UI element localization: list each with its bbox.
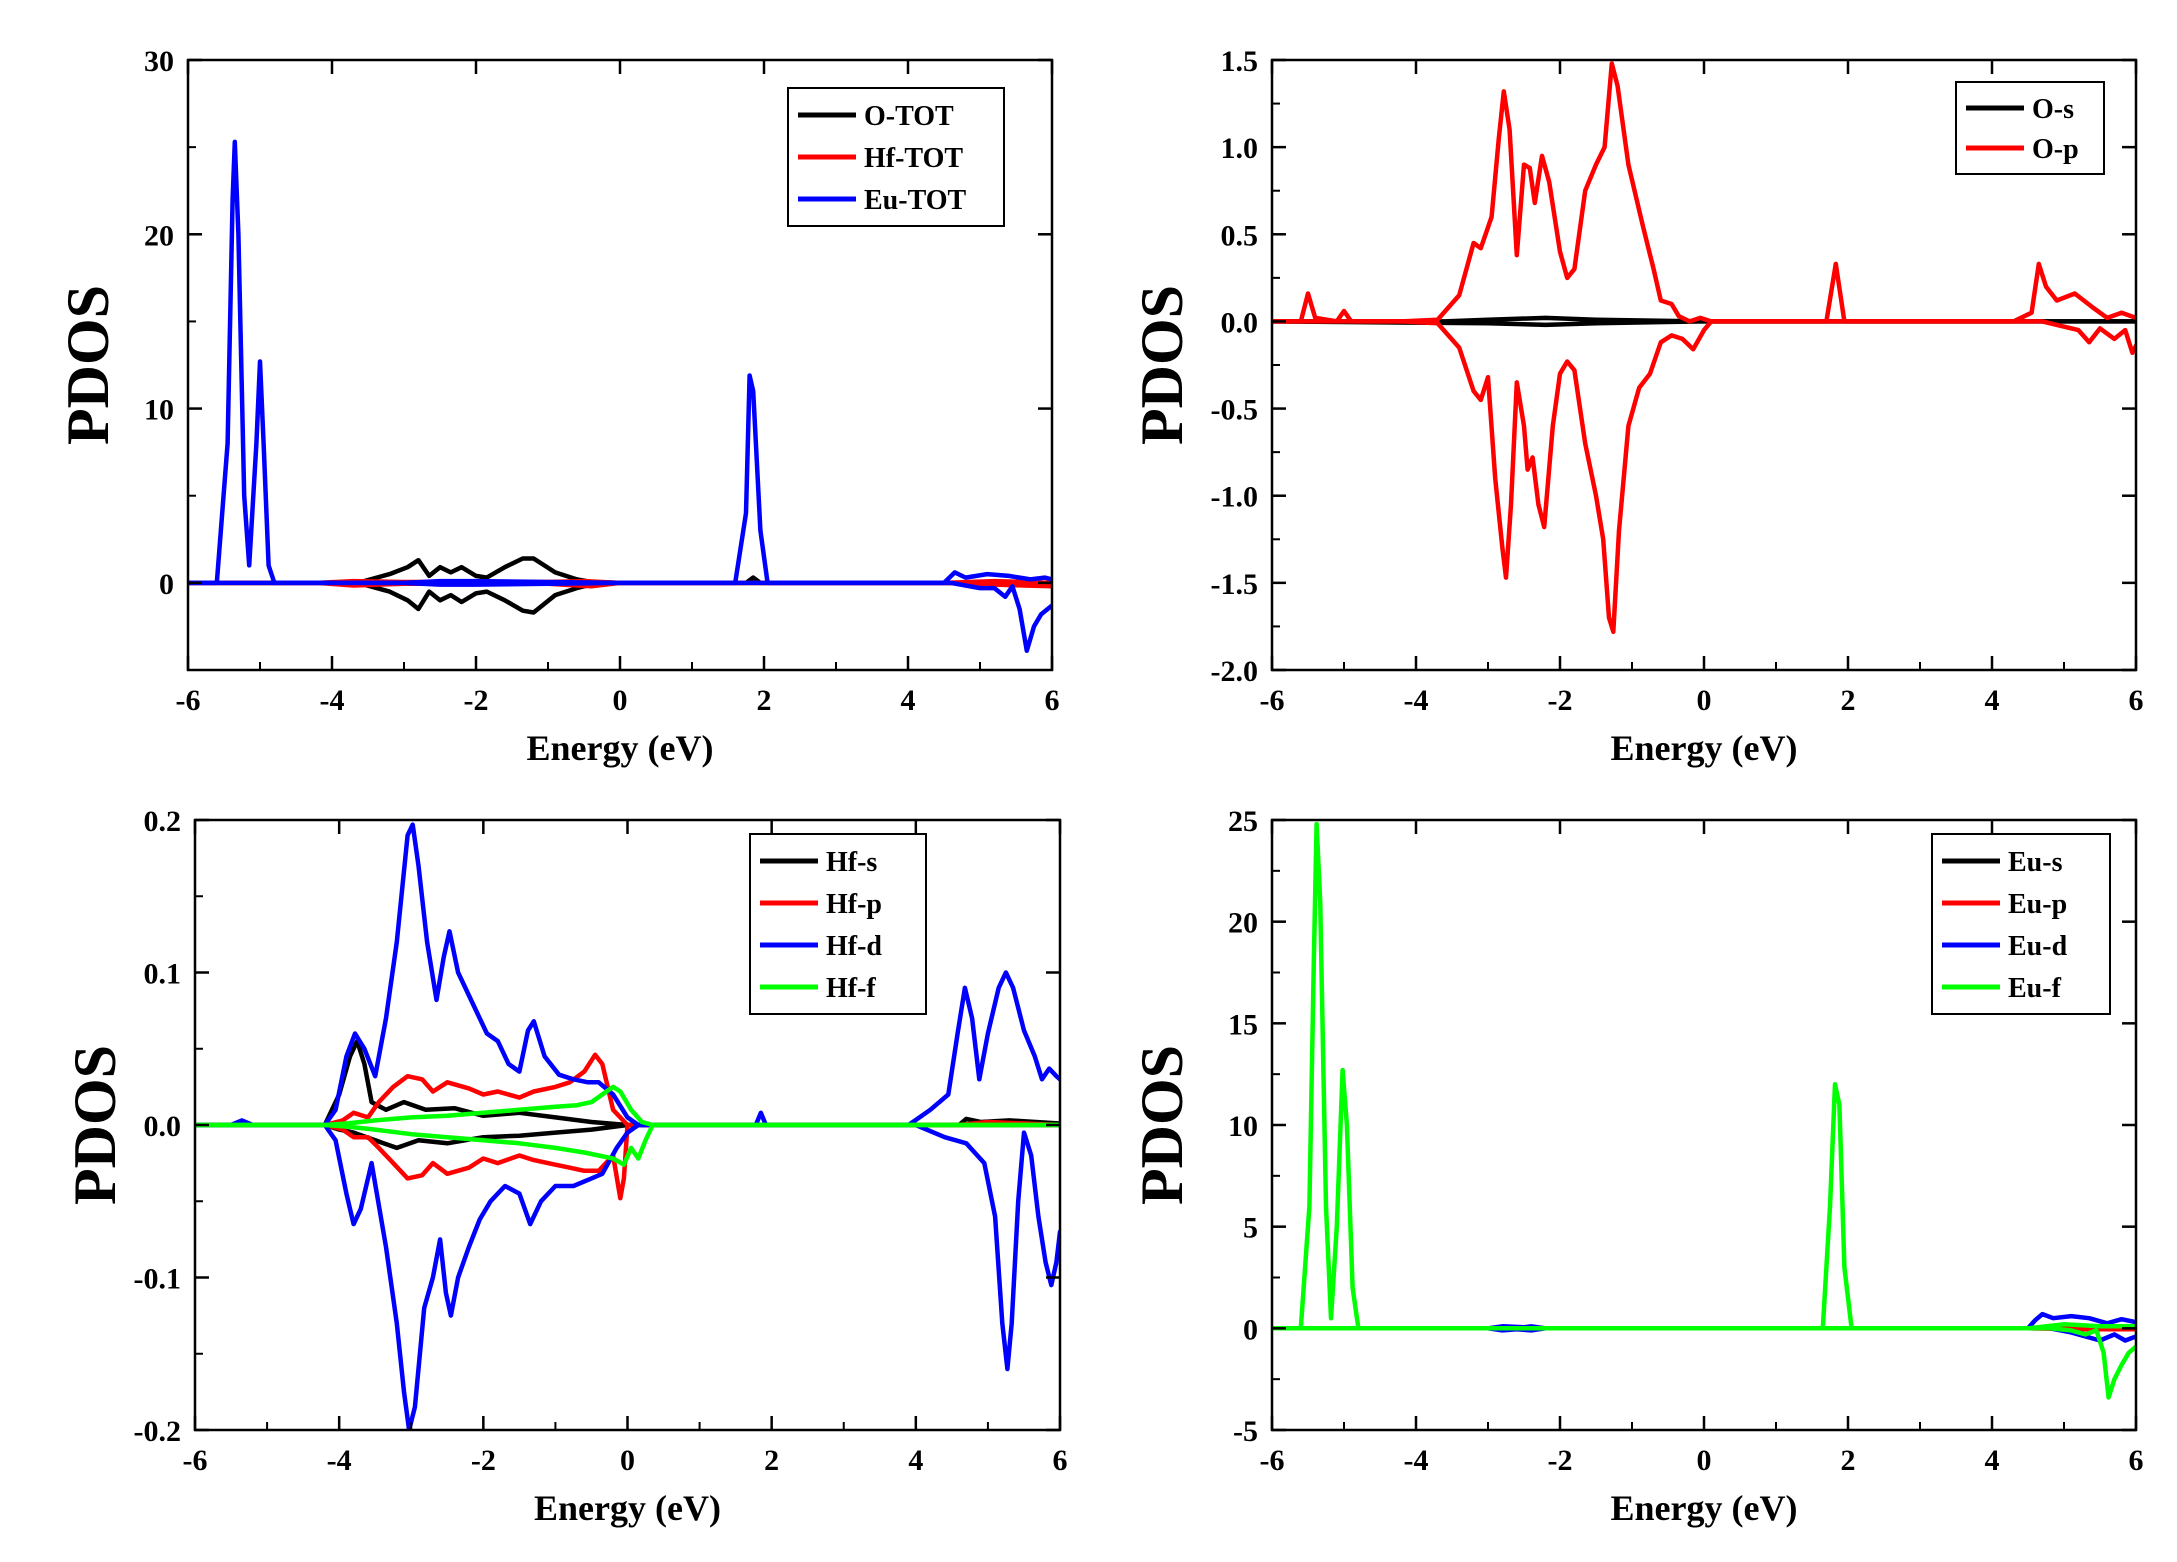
y-tick-label: 0 xyxy=(159,568,174,601)
y-axis-title: PDOS xyxy=(55,285,121,445)
y-tick-label: -1.0 xyxy=(1211,481,1259,514)
series-line-o-tot-up xyxy=(188,556,1052,586)
y-axis-title: PDOS xyxy=(62,1045,128,1205)
series-line-eu-tot-up xyxy=(188,139,1052,586)
series-line-o-tot-down xyxy=(188,580,1052,615)
x-tick-label: 0 xyxy=(1697,684,1712,717)
x-axis-title: Energy (eV) xyxy=(527,728,714,768)
x-tick-label: -6 xyxy=(183,1444,208,1477)
y-tick-label: 15 xyxy=(1228,1008,1258,1041)
chart-panel-top-right: -6 -4 -2 0 2 4 6 -2.0 -1.5 -1.0 -0.5 0.0 0.5 1.0 1.5 En… xyxy=(1129,45,2144,768)
x-tick-label: -4 xyxy=(327,1444,352,1477)
x-tick-label: 6 xyxy=(2129,1444,2144,1477)
series-line-o-p-up xyxy=(1272,61,2136,324)
chart-panel-top-left: -6 -4 -2 0 2 4 6 0 10 20 30 Energy (eV) PDOS O-TOT Hf-… xyxy=(55,45,1060,768)
x-tick-label: 6 xyxy=(1045,684,1060,717)
legend-box xyxy=(749,833,927,1015)
y-tick-label: 20 xyxy=(144,219,174,252)
x-axis-title: Energy (eV) xyxy=(1611,728,1798,768)
legend-label-hf-p: Hf-p xyxy=(826,889,882,920)
y-tick-label: 1.0 xyxy=(1221,132,1259,165)
y-tick-label: 0.0 xyxy=(1221,306,1259,339)
x-tick-label: 0 xyxy=(620,1444,635,1477)
legend-label-hf-d: Hf-d xyxy=(826,931,882,962)
x-axis-title: Energy (eV) xyxy=(534,1488,721,1528)
series-line-hf-f-down xyxy=(195,1122,1060,1167)
legend: O-s O-p xyxy=(1955,81,2105,175)
y-tick-label: 30 xyxy=(144,45,174,78)
series-line-o-p-down xyxy=(1272,319,2136,634)
y-axis-title: PDOS xyxy=(1129,285,1195,445)
x-tick-label: 2 xyxy=(1841,684,1856,717)
y-tick-label: 0.5 xyxy=(1221,219,1259,252)
y-tick-label: -0.1 xyxy=(134,1263,182,1296)
legend: Eu-s Eu-p Eu-d Eu-f xyxy=(1931,833,2111,1015)
legend-label-eu-tot: Eu-TOT xyxy=(864,185,967,216)
y-axis-title: PDOS xyxy=(1129,1045,1195,1205)
legend-label-o-tot: O-TOT xyxy=(864,101,954,132)
x-tick-label: 0 xyxy=(1697,1444,1712,1477)
legend-box xyxy=(1931,833,2111,1015)
x-tick-label: 4 xyxy=(1985,1444,2000,1477)
chart-panel-bottom-right: -6 -4 -2 0 2 4 6 -5 0 5 10 15 20 25 Energy (eV) PDOS Eu-… xyxy=(1129,805,2144,1528)
x-tick-label: -4 xyxy=(1404,1444,1429,1477)
y-tick-label: 5 xyxy=(1243,1212,1258,1245)
series-line-hf-d-down xyxy=(195,1122,1060,1430)
legend-label-eu-s: Eu-s xyxy=(2008,847,2063,878)
x-tick-label: -2 xyxy=(1548,684,1573,717)
legend: O-TOT Hf-TOT Eu-TOT xyxy=(787,87,1005,227)
y-tick-label: 10 xyxy=(144,394,174,427)
series-line-hf-f-up xyxy=(195,1084,1060,1128)
legend-label-hf-s: Hf-s xyxy=(826,847,877,878)
x-tick-label: 2 xyxy=(757,684,772,717)
chart-panel-bottom-left: -6 -4 -2 0 2 4 6 -0.2 -0.1 0.0 0.1 0.2 Energy (eV) PD… xyxy=(62,805,1068,1528)
legend-label-o-p: O-p xyxy=(2032,134,2079,165)
legend-label-eu-p: Eu-p xyxy=(2008,889,2067,920)
legend-label-o-s: O-s xyxy=(2032,94,2074,125)
x-tick-label: -2 xyxy=(471,1444,496,1477)
x-tick-label: 6 xyxy=(2129,684,2144,717)
y-tick-label: 25 xyxy=(1228,805,1258,838)
legend-label-hf-tot: Hf-TOT xyxy=(864,143,963,174)
legend-label-eu-d: Eu-d xyxy=(2008,931,2068,962)
legend-label-hf-f: Hf-f xyxy=(826,973,876,1004)
series-line-hf-d-up xyxy=(195,822,1060,1128)
x-tick-label: 2 xyxy=(1841,1444,1856,1477)
x-tick-label: -2 xyxy=(1548,1444,1573,1477)
y-tick-label: -1.5 xyxy=(1211,568,1259,601)
series-line-hf-s-up xyxy=(195,1038,1060,1128)
y-tick-label: 0.0 xyxy=(144,1110,182,1143)
legend: Hf-s Hf-p Hf-d Hf-f xyxy=(749,833,927,1015)
x-tick-label: 0 xyxy=(613,684,628,717)
series-line-hf-p-up xyxy=(195,1052,1060,1128)
x-tick-label: 4 xyxy=(901,684,916,717)
x-tick-label: 6 xyxy=(1053,1444,1068,1477)
x-tick-label: 4 xyxy=(1985,684,2000,717)
x-tick-label: 4 xyxy=(908,1444,923,1477)
x-tick-label: -6 xyxy=(176,684,201,717)
x-tick-label: 2 xyxy=(764,1444,779,1477)
y-tick-label: 0.2 xyxy=(144,805,182,838)
y-tick-label: 0 xyxy=(1243,1313,1258,1346)
x-tick-label: -6 xyxy=(1260,1444,1285,1477)
y-tick-label: -5 xyxy=(1233,1415,1258,1448)
y-tick-label: -0.2 xyxy=(134,1415,182,1448)
x-tick-label: -4 xyxy=(1404,684,1429,717)
x-tick-label: -6 xyxy=(1260,684,1285,717)
y-tick-label: -2.0 xyxy=(1211,655,1259,688)
x-axis-title: Energy (eV) xyxy=(1611,1488,1798,1528)
y-tick-label: 1.5 xyxy=(1221,45,1259,78)
series-line-eu-f-down xyxy=(1272,1326,2136,1400)
legend-label-eu-f: Eu-f xyxy=(2008,973,2062,1004)
y-tick-label: 10 xyxy=(1228,1110,1258,1143)
y-tick-label: -0.5 xyxy=(1211,394,1259,427)
y-tick-label: 20 xyxy=(1228,907,1258,940)
x-tick-label: -4 xyxy=(320,684,345,717)
legend-box xyxy=(1955,81,2105,175)
legend-box xyxy=(787,87,1005,227)
x-tick-label: -2 xyxy=(464,684,489,717)
y-tick-label: 0.1 xyxy=(144,958,182,991)
series-line-eu-tot-down xyxy=(188,580,1052,654)
